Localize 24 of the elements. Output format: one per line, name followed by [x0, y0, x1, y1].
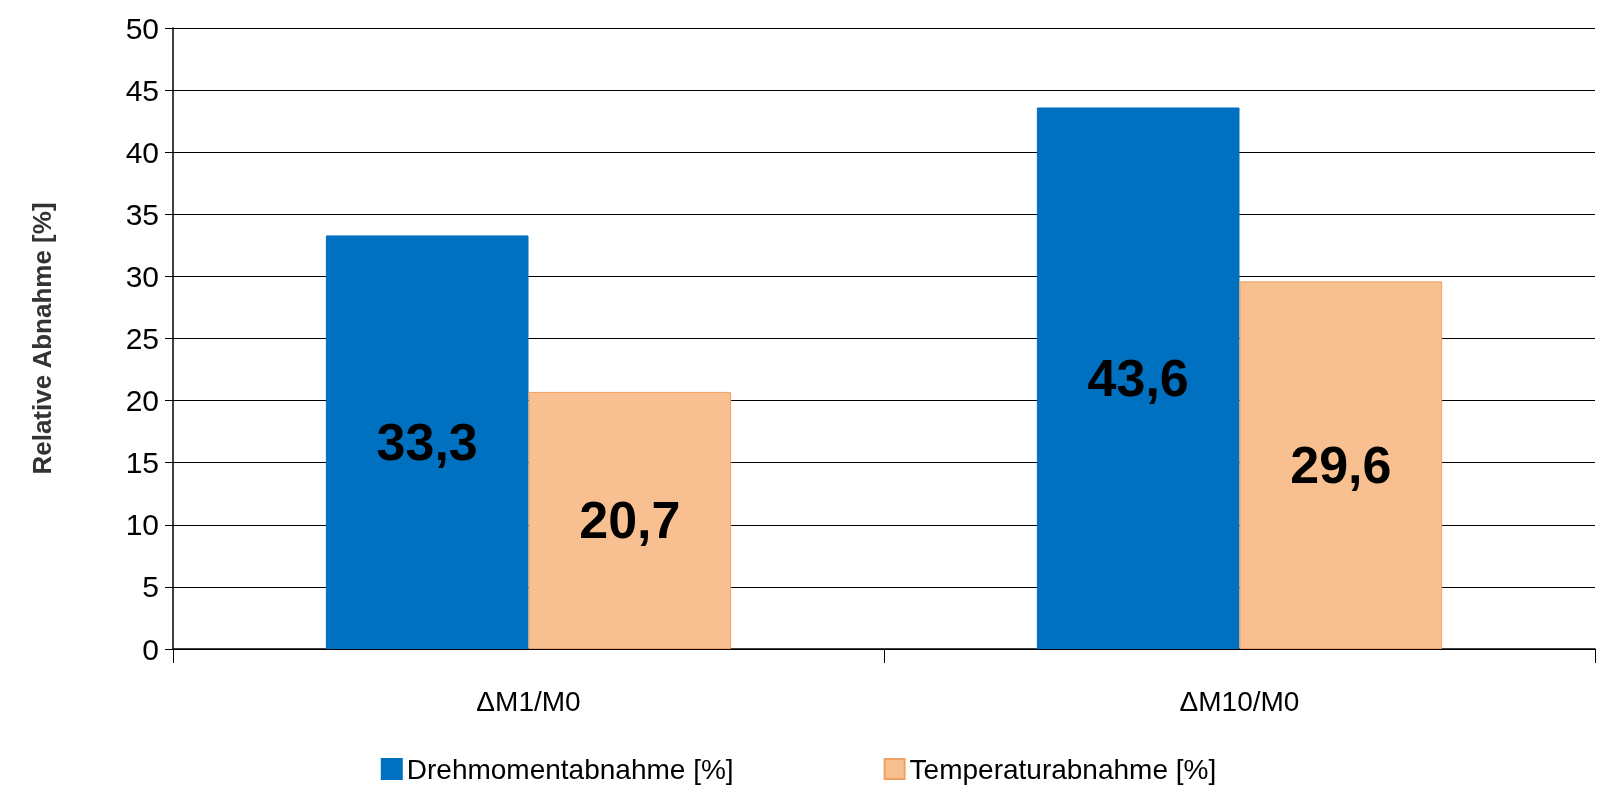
- bar: [528, 391, 732, 649]
- y-tick-label: 10: [125, 508, 159, 542]
- data-label: 33,3: [376, 413, 478, 472]
- x-tick-label: ΔM1/M0: [476, 685, 581, 717]
- y-tick-label: 35: [125, 197, 159, 231]
- y-tick-label: 15: [125, 446, 159, 480]
- y-tick-label: 40: [125, 135, 159, 169]
- y-tick-label: 20: [125, 384, 159, 418]
- y-tick-label: 50: [125, 11, 159, 45]
- y-tick-label: 30: [125, 259, 159, 293]
- bar: [1036, 107, 1240, 649]
- x-tick-label: ΔM10/M0: [1179, 685, 1300, 717]
- data-label: 43,6: [1087, 349, 1189, 408]
- legend-label: Temperaturabnahme [%]: [909, 753, 1217, 785]
- y-tick-label: 5: [142, 570, 159, 604]
- bar: [325, 235, 529, 649]
- y-tick-label: 25: [125, 322, 159, 355]
- y-tick-label: 0: [142, 632, 159, 666]
- y-axis-title: Relative Abnahme [%]: [27, 202, 57, 475]
- data-label: 29,6: [1290, 436, 1392, 495]
- y-tick-label: 45: [125, 73, 159, 107]
- data-label: 20,7: [579, 491, 681, 550]
- bar: [1239, 281, 1443, 649]
- legend-label: Drehmomentabnahme [%]: [406, 753, 734, 785]
